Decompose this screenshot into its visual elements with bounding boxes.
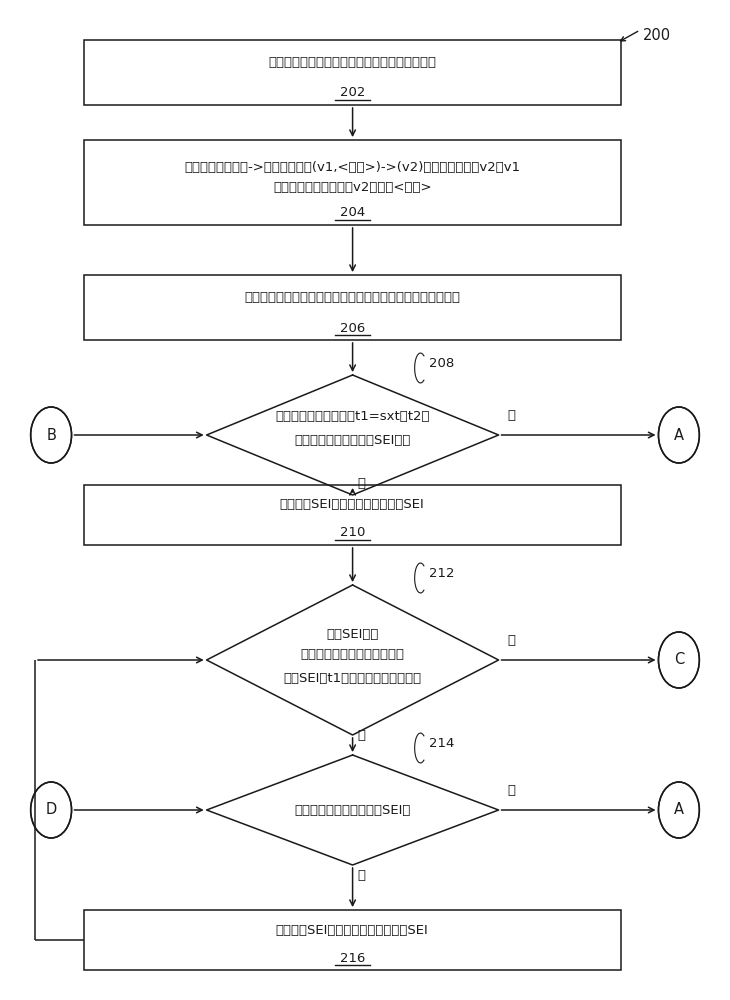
Polygon shape [31,782,72,838]
Text: 当前SEI由当: 当前SEI由当 [326,628,379,642]
Bar [84,40,620,105]
Text: 接收包括至少一个循环的计算机程序的中间代码: 接收包括至少一个循环的计算机程序的中间代码 [268,56,437,69]
Text: 的经符号扩展的值并且v2类型是<类型>: 的经符号扩展的值并且v2类型是<类型> [273,181,431,194]
Text: 是: 是 [358,477,366,490]
Text: 设置当前循环以最内层循环优先顺序指向中间代码的第一循环: 设置当前循环以最内层循环优先顺序指向中间代码的第一循环 [245,291,460,304]
Text: 206: 206 [339,322,365,334]
Bar [84,910,620,970]
Polygon shape [207,585,499,735]
Text: 214: 214 [429,737,455,750]
Polygon shape [31,407,72,463]
Circle shape [31,782,72,838]
Text: 216: 216 [339,952,365,964]
Text: 212: 212 [429,567,455,580]
Text: 在当前循环中包括附加的SEI？: 在当前循环中包括附加的SEI？ [294,804,411,816]
Circle shape [658,782,699,838]
Text: 208: 208 [429,357,455,370]
Text: B: B [46,428,56,442]
Text: 是: 是 [358,869,366,882]
Text: D: D [45,802,57,818]
Text: 210: 210 [339,526,365,540]
Circle shape [31,407,72,463]
Bar [84,485,620,545]
Text: 是: 是 [507,634,515,647]
Text: 否: 否 [507,409,515,422]
Text: 当前循环包括至少一个t1=sxt（t2）: 当前循环包括至少一个t1=sxt（t2） [275,410,430,424]
Text: 否: 否 [358,729,366,742]
Text: 设置当前SEI指向当前循环的下一个SEI: 设置当前SEI指向当前循环的下一个SEI [276,924,429,936]
Polygon shape [658,782,699,838]
Text: 当前SEI的t1的所有使用是仿射的？: 当前SEI的t1的所有使用是仿射的？ [283,672,422,684]
Polygon shape [207,755,499,865]
Text: C: C [674,652,684,668]
Text: 202: 202 [339,87,365,100]
Bar [84,275,620,340]
Text: 否: 否 [507,784,515,797]
Text: 初始化具有（键）->（值）格式的(v1,<类型>)->(v2)的映射表，其中v2是v1: 初始化具有（键）->（值）格式的(v1,<类型>)->(v2)的映射表，其中v2… [184,161,520,174]
Polygon shape [658,407,699,463]
Text: 200: 200 [642,28,671,43]
Text: 形式的符号扩展指令（SEI）？: 形式的符号扩展指令（SEI）？ [294,434,411,447]
Circle shape [658,632,699,688]
Text: A: A [674,802,684,818]
Polygon shape [658,632,699,688]
Text: 204: 204 [339,207,365,220]
Text: 设置当前SEI指向当前循环的第一SEI: 设置当前SEI指向当前循环的第一SEI [280,498,425,512]
Polygon shape [207,375,499,495]
Bar [84,140,620,225]
Text: 前循环的归纳变量所使用并且: 前循环的归纳变量所使用并且 [301,648,404,662]
Text: A: A [674,428,684,442]
Circle shape [658,407,699,463]
